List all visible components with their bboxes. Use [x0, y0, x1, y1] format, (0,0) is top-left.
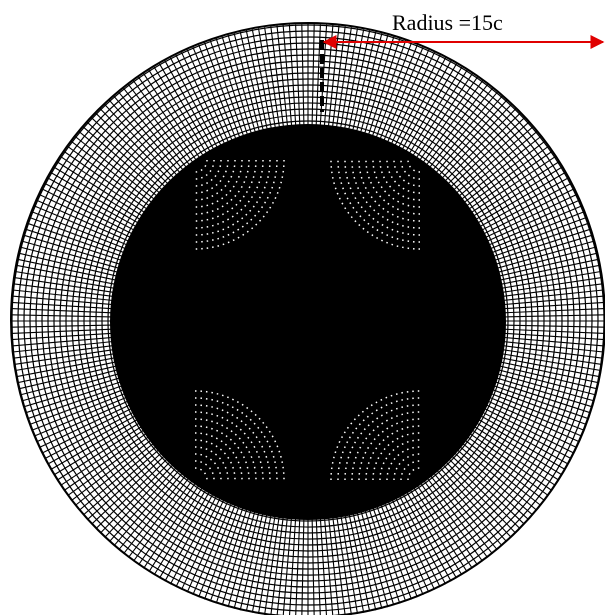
inner-core	[110, 124, 506, 520]
mesh-diagram: Radius =15c	[0, 0, 605, 615]
radius-label: Radius =15c	[392, 10, 503, 35]
page: Radius =15c (() => { const data = JSON.p…	[0, 0, 605, 615]
